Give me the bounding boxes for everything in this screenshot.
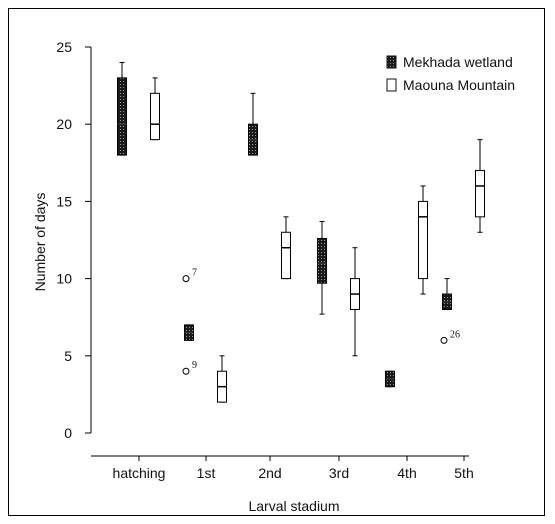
- y-tick-label: 5: [64, 348, 72, 364]
- outlier-label: 9: [192, 360, 197, 371]
- outliers: 7 9 26: [182, 268, 460, 375]
- box-maouna-3rd: [350, 247, 360, 357]
- box-mekhada-1st: [184, 324, 194, 341]
- outlier-point: [182, 275, 190, 283]
- outlier-point: [182, 367, 190, 375]
- legend-swatch-maouna: [386, 78, 397, 92]
- outlier-label: 7: [192, 268, 197, 279]
- x-tick-label-2nd: 2nd: [258, 465, 281, 481]
- box-body: [150, 92, 160, 141]
- box-maouna-4th: [418, 185, 428, 295]
- y-tick-label: 25: [56, 39, 72, 55]
- box-body: [475, 170, 485, 218]
- box-maouna-5th: [475, 139, 485, 233]
- x-tick-label-5th: 5th: [454, 465, 473, 481]
- outlier-point: [440, 336, 448, 344]
- box-maouna-hatching: [150, 77, 160, 141]
- box-mekhada-hatching: [117, 61, 127, 156]
- outlier-label: 26: [450, 329, 460, 340]
- box-mekhada-2nd: [248, 92, 258, 156]
- y-axis-label: Number of days: [32, 193, 48, 292]
- y-tick-label: 20: [56, 116, 72, 132]
- x-tick-label-hatching: hatching: [113, 465, 166, 481]
- box-mekhada-3rd: [317, 220, 327, 315]
- y-tick-label: 10: [56, 271, 72, 287]
- box-body: [117, 77, 127, 156]
- legend-label-mekhada: Mekhada wetland: [403, 54, 513, 70]
- x-tick-label-4th: 4th: [397, 465, 416, 481]
- x-ticks: hatching 1st 2nd 3rd 4th 5th: [113, 456, 474, 481]
- x-tick-label-3rd: 3rd: [329, 465, 349, 481]
- boxes: [117, 61, 485, 403]
- box-mekhada-5th: [442, 278, 452, 310]
- legend: Mekhada wetland Maouna Mountain: [386, 54, 515, 93]
- legend-label-maouna: Maouna Mountain: [403, 77, 515, 93]
- chart-frame: [8, 8, 545, 516]
- box-body: [317, 237, 327, 284]
- x-axis-label: Larval stadium: [248, 498, 339, 514]
- y-tick-label: 15: [56, 193, 72, 209]
- box-body: [418, 200, 428, 280]
- box-maouna-2nd: [281, 216, 291, 280]
- box-mekhada-4th: [385, 370, 395, 388]
- y-ticks: 0 5 10 15 20 25: [56, 39, 91, 441]
- box-maouna-1st: [217, 355, 227, 403]
- legend-swatch-mekhada: [386, 55, 397, 69]
- x-tick-label-1st: 1st: [197, 465, 216, 481]
- y-tick-label: 0: [64, 425, 72, 441]
- box-body: [281, 231, 291, 280]
